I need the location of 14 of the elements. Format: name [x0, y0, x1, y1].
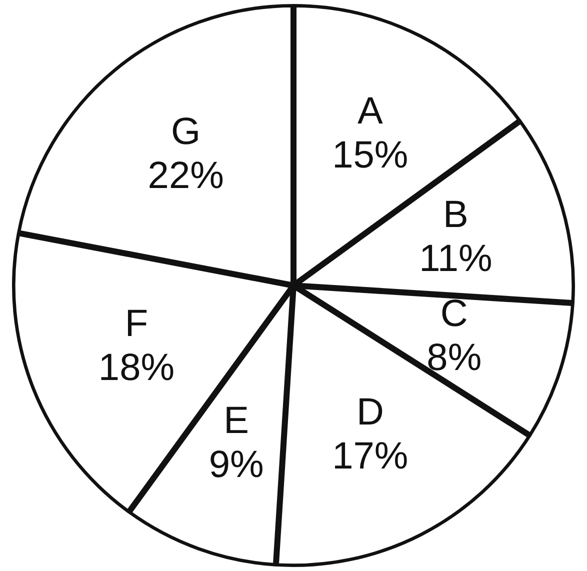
slice-label: E: [224, 400, 249, 442]
data-label: 11%: [419, 238, 492, 280]
slice-label: B: [443, 194, 468, 236]
data-label: 9%: [208, 444, 264, 486]
slice-label: D: [356, 391, 384, 434]
slice-label: C: [440, 293, 468, 336]
data-label: 8%: [426, 337, 482, 380]
data-label: 22%: [148, 154, 224, 197]
data-label: 18%: [98, 347, 174, 390]
slice-label: G: [171, 110, 201, 153]
slice-label: A: [358, 90, 384, 132]
data-label: 15%: [332, 134, 408, 176]
slice-label: F: [124, 303, 148, 346]
data-label: 17%: [332, 435, 408, 478]
